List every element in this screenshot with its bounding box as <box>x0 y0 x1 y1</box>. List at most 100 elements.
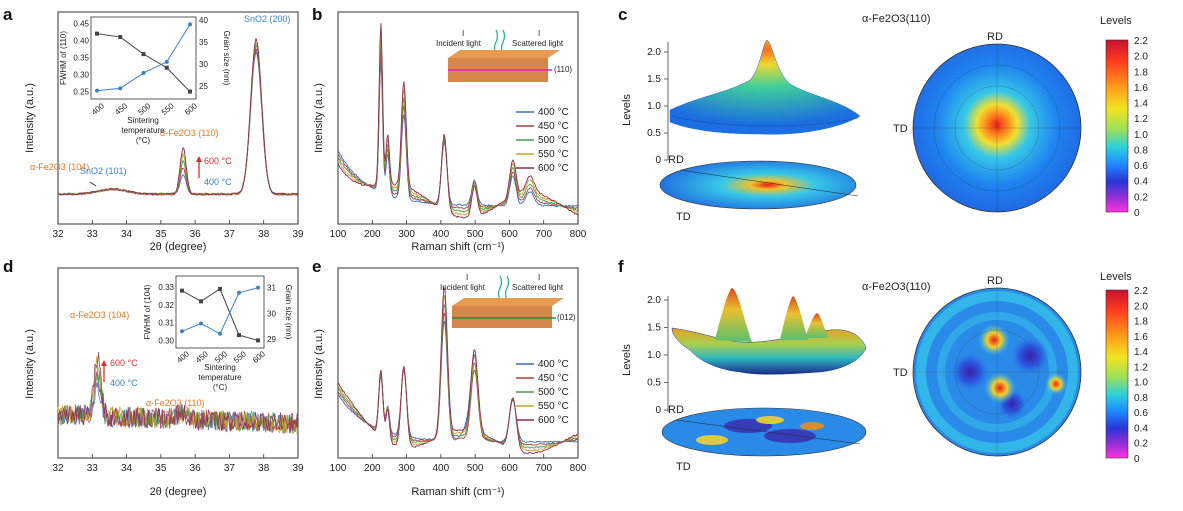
fwhm-point <box>141 52 146 57</box>
fwhm-point <box>256 338 260 343</box>
annotation-fe-104: α-Fe2O3 (104) <box>70 310 129 320</box>
grain-size-point <box>95 88 99 93</box>
incident-label: Incident light <box>440 283 486 292</box>
z-tick-label: 1.5 <box>647 323 661 334</box>
x-tick-label: 800 <box>570 229 587 240</box>
z-ticks: 0 0.5 1.0 1.5 2.0 <box>647 295 668 416</box>
x-tick-label: 200 <box>364 463 381 474</box>
inset-y-tick-label: 0.32 <box>158 301 174 310</box>
annotation-fe-104: α-Fe2O3 (104) <box>30 162 89 172</box>
x-tick-label: 33 <box>87 229 99 240</box>
x-tick-label: 300 <box>398 463 415 474</box>
z-tick-label: 0 <box>655 155 661 166</box>
inset-x-label-2: temperature <box>121 126 165 135</box>
x-tick-label: 34 <box>121 463 133 474</box>
x-tick-label: 32 <box>52 463 64 474</box>
grain-size-point <box>180 329 184 334</box>
panel-label-c: c <box>618 5 627 24</box>
x-tick-label: 34 <box>121 229 133 240</box>
annotation-sno2-101: SnO2 (101) <box>80 166 127 176</box>
annotation-fe-110: α-Fe2O3 (110) <box>146 398 205 408</box>
inset-x-label-1: Sintering <box>204 363 236 372</box>
intensity-i1: I <box>462 29 464 38</box>
colorbar-tick-label: 0.2 <box>1134 192 1148 203</box>
x-tick-label: 39 <box>292 463 304 474</box>
td-label: TD <box>676 461 691 473</box>
crystal-slab <box>452 306 552 328</box>
x-tick-label: 36 <box>190 463 202 474</box>
colorbar-tick-label: 0.2 <box>1134 439 1148 450</box>
xrd-series-line <box>57 38 299 196</box>
inset-x-label-2: temperature <box>198 373 242 382</box>
z-tick-label: 2.0 <box>647 47 661 58</box>
colorbar-tick-label: 1.2 <box>1134 114 1148 125</box>
colorbar <box>1105 39 1129 213</box>
x-tick-label: 32 <box>52 229 64 240</box>
x-tick-label: 38 <box>258 463 270 474</box>
colorbar-tick-label: 1.8 <box>1134 67 1148 78</box>
fwhm-point <box>118 35 123 40</box>
inset-ticks: 400 450 500 550 600 0.25 0.30 0.35 0.40 0.45 25 30 3… <box>73 16 208 117</box>
inset-x-tick-label: 400 <box>175 349 191 365</box>
incident-label: Incident light <box>436 39 482 48</box>
legend-label: 450 °C <box>538 373 569 384</box>
x-tick-label: 37 <box>224 463 236 474</box>
crystal-illustration: Incident light Scattered light I I (012) <box>440 273 576 328</box>
grain-size-point <box>218 331 222 336</box>
inset-x-tick-label: 600 <box>183 101 199 117</box>
annotation-fe-110: α-Fe2O3 (110) <box>160 128 219 138</box>
colorbar-tick-label: 0 <box>1134 208 1140 219</box>
colorbar-tick-label: 2.0 <box>1134 52 1148 63</box>
rd-label-2d: RD <box>987 31 1003 43</box>
plane-label: (110) <box>554 65 572 74</box>
annotation-600: 600 °C <box>110 358 138 368</box>
inset-y-label: FWHM of (110) <box>59 31 68 85</box>
fwhm-point <box>199 299 203 304</box>
crystal-illustration: Incident light Scattered light I I (110) <box>436 29 572 82</box>
disc-axis <box>679 169 859 197</box>
pole-title: α-Fe2O3(110) <box>862 281 931 293</box>
legend-label: 550 °C <box>538 401 569 412</box>
inset-y2-tick-label: 31 <box>267 284 276 293</box>
inset-y-tick-label: 0.30 <box>158 336 174 345</box>
colorbar-tick-label: 0.4 <box>1134 177 1148 188</box>
inset-y-tick-label: 0.35 <box>73 54 89 63</box>
surface-3d <box>671 327 867 375</box>
z-axis-label: Levels <box>621 344 633 376</box>
colorbar-tick-label: 1.2 <box>1134 362 1148 373</box>
panel-label-e: e <box>312 257 321 276</box>
inset-y-tick-label: 0.40 <box>73 36 89 45</box>
x-tick-label: 400 <box>433 229 450 240</box>
fwhm-point <box>180 288 184 293</box>
intensity-i2: I <box>538 29 540 38</box>
inset-y2-label: Grain size (nm) <box>284 285 293 340</box>
colorbar-tick-label: 0.6 <box>1134 408 1148 419</box>
x-tick-label: 800 <box>570 463 587 474</box>
scattered-label: Scattered light <box>512 283 564 292</box>
x-tick-label: 600 <box>501 463 518 474</box>
disc-blob-5 <box>800 422 824 430</box>
inset-y-tick-label: 0.31 <box>158 319 174 328</box>
inset-y2-tick-label: 29 <box>267 335 276 344</box>
disc-blob-3 <box>696 435 728 445</box>
intensity-i2: I <box>538 273 540 282</box>
legend-label: 500 °C <box>538 135 569 146</box>
x-tick-label: 36 <box>190 229 202 240</box>
inset-x-tick-label: 550 <box>160 101 176 117</box>
grain-size-point <box>118 86 123 91</box>
pole-blob-4 <box>978 324 1010 356</box>
z-tick-label: 2.0 <box>647 295 661 306</box>
grain-size-point <box>164 59 169 64</box>
projection-disc <box>659 160 857 210</box>
surface-peak-2 <box>780 296 808 340</box>
colorbar-tick-label: 1.8 <box>1134 317 1148 328</box>
rd-label: RD <box>668 404 684 416</box>
plane-label: (012) <box>557 313 576 322</box>
plot-frame <box>57 267 299 459</box>
x-tick-label: 200 <box>364 229 381 240</box>
plot-frame <box>337 267 579 459</box>
scattered-label: Scattered light <box>512 39 564 48</box>
colorbar-tick-label: 0.6 <box>1134 161 1148 172</box>
arrow-head <box>101 360 107 366</box>
